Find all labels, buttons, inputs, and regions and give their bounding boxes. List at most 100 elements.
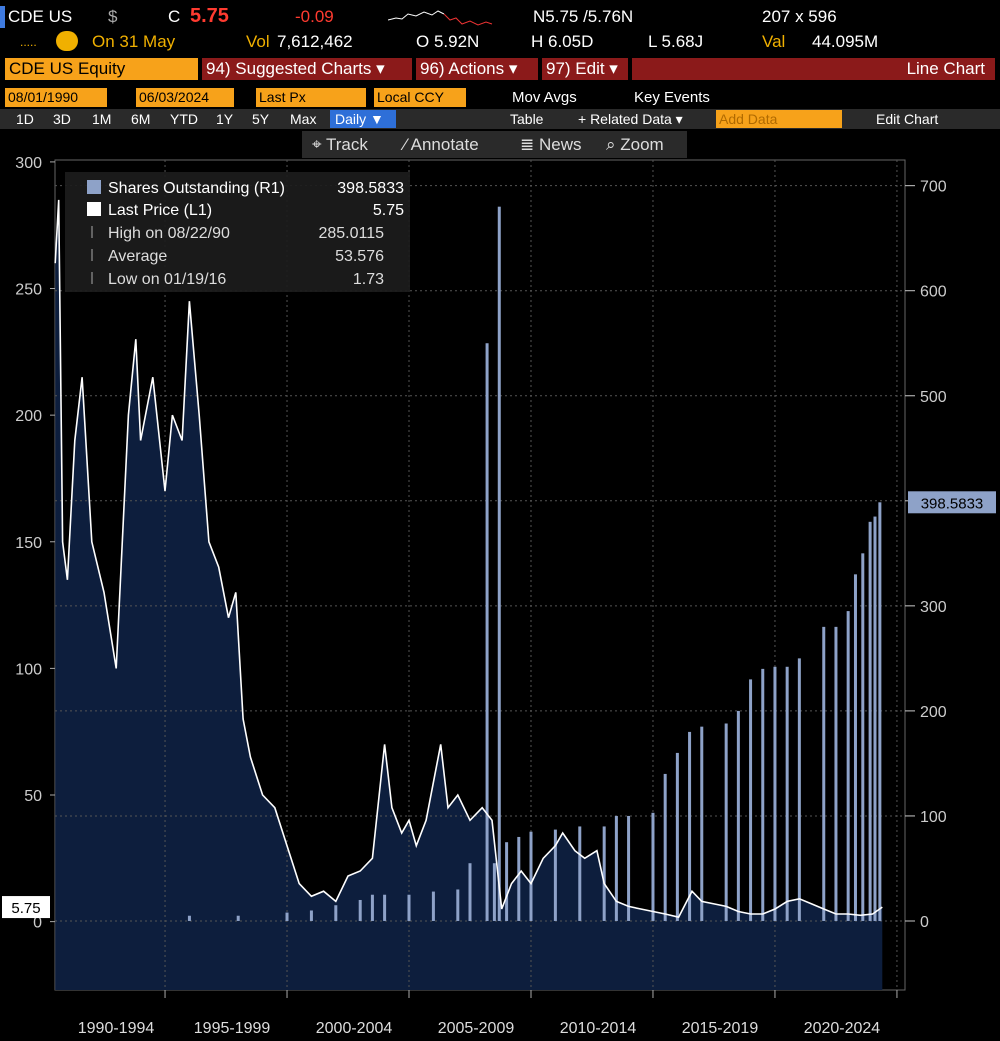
zoom[interactable]: ⌕ Zoom: [606, 135, 664, 154]
range-button[interactable]: 5Y: [252, 111, 270, 127]
bar: [529, 831, 533, 921]
field-text: Last Px: [259, 89, 306, 105]
legend-swatch: [87, 202, 101, 216]
bar: [485, 343, 489, 921]
end-date[interactable]: 06/03/2024: [136, 88, 234, 107]
bar: [761, 668, 765, 921]
range-button[interactable]: YTD: [170, 111, 198, 127]
legend-box: [65, 172, 410, 292]
bar: [868, 521, 872, 921]
related-data[interactable]: + Related Data ▾: [578, 111, 683, 127]
marker: [0, 6, 5, 28]
bar: [700, 726, 704, 921]
bar: [187, 915, 191, 921]
bar: [651, 812, 655, 921]
range-button[interactable]: 1Y: [216, 111, 234, 127]
security-box: CDE US Equity: [5, 58, 198, 80]
chart-type-bar: Line Chart: [632, 58, 995, 80]
y-tick-label: 300: [15, 155, 42, 172]
bar: [383, 894, 387, 921]
menu[interactable]: 97) Edit ▾: [542, 58, 628, 80]
track[interactable]: ⌖ Track: [312, 135, 368, 154]
news[interactable]: ≣ News: [520, 135, 582, 154]
value-flag-text: 5.75: [11, 900, 40, 917]
legend-name: Last Price (L1): [108, 202, 212, 219]
mov-avgs[interactable]: Mov Avgs: [512, 89, 577, 106]
field[interactable]: Last Px: [256, 88, 366, 107]
bar: [505, 842, 509, 921]
legend-value: 5.75: [373, 202, 404, 219]
range-button[interactable]: 1D: [16, 111, 34, 127]
bar: [614, 815, 618, 921]
x-tick-label: 2015-2019: [682, 1020, 759, 1037]
stat-label: High on 08/22/90: [108, 225, 230, 242]
value-flag-text: 398.5833: [921, 495, 984, 512]
range-button[interactable]: 6M: [131, 111, 151, 127]
bar: [663, 773, 667, 921]
bar: [822, 626, 826, 921]
table[interactable]: Table: [510, 111, 544, 127]
dots: .....: [20, 35, 37, 49]
key-events[interactable]: Key Events: [634, 89, 710, 106]
bar: [285, 912, 289, 921]
stat-label: Low on 01/19/16: [108, 271, 226, 288]
bar: [834, 626, 838, 921]
bar: [334, 905, 338, 921]
security: CDE US Equity: [9, 59, 126, 78]
bar: [736, 710, 740, 921]
y-tick-label: 0: [33, 915, 42, 932]
range-button[interactable]: 1M: [92, 111, 112, 127]
bar: [370, 894, 374, 921]
legend-name: Shares Outstanding (R1): [108, 180, 285, 197]
bar: [873, 516, 877, 921]
y2-tick-label: 100: [920, 809, 947, 826]
currency-select[interactable]: Local CCY: [374, 88, 466, 107]
sparkline: [388, 10, 493, 26]
end-date-text: 06/03/2024: [139, 89, 210, 105]
bar: [517, 836, 521, 921]
bar: [853, 574, 857, 921]
y2-tick-label: 200: [920, 704, 947, 721]
add-data-text: Add Data: [719, 111, 778, 127]
bar: [358, 899, 362, 921]
range-button[interactable]: 3D: [53, 111, 71, 127]
legend-value: 398.5833: [337, 180, 404, 197]
vol-label: Vol: [246, 32, 270, 51]
value: 44.095M: [812, 32, 879, 51]
start-date[interactable]: 08/01/1990: [5, 88, 107, 107]
bar: [797, 658, 801, 921]
menu-label: 96) Actions ▾: [420, 59, 518, 78]
x-tick-label: 2005-2009: [438, 1020, 515, 1037]
bar: [602, 826, 606, 921]
bar: [773, 666, 777, 921]
val-label: Val: [762, 32, 786, 51]
bar: [846, 611, 850, 921]
annotate[interactable]: ⁄ Annotate: [404, 135, 479, 154]
bar: [497, 206, 501, 921]
y2-tick-label: 700: [920, 179, 947, 196]
y-tick-label: 150: [15, 535, 42, 552]
bar: [236, 915, 240, 921]
bar: [861, 553, 865, 921]
value-flag: [2, 896, 50, 919]
y2-tick-label: 600: [920, 284, 947, 301]
add-data[interactable]: Add Data: [716, 110, 842, 128]
y2-tick-label: 500: [920, 389, 947, 406]
bar: [749, 679, 753, 921]
currency-text: Local CCY: [377, 89, 444, 105]
stat-value: 1.73: [353, 271, 384, 288]
y-tick-label: 250: [15, 282, 42, 299]
x-tick-label: 1995-1999: [194, 1020, 271, 1037]
x-tick-label: 1990-1994: [78, 1020, 155, 1037]
menu[interactable]: 96) Actions ▾: [416, 58, 538, 80]
bar: [627, 815, 631, 921]
range-button[interactable]: Max: [290, 111, 317, 127]
menu-label: 97) Edit ▾: [546, 59, 618, 78]
menu[interactable]: 94) Suggested Charts ▾: [202, 58, 412, 80]
close-label: C: [168, 7, 181, 26]
edit-chart[interactable]: Edit Chart: [876, 111, 939, 127]
stat-value: 53.576: [335, 248, 384, 265]
frequency[interactable]: Daily ▼: [330, 110, 396, 128]
bar: [407, 894, 411, 921]
